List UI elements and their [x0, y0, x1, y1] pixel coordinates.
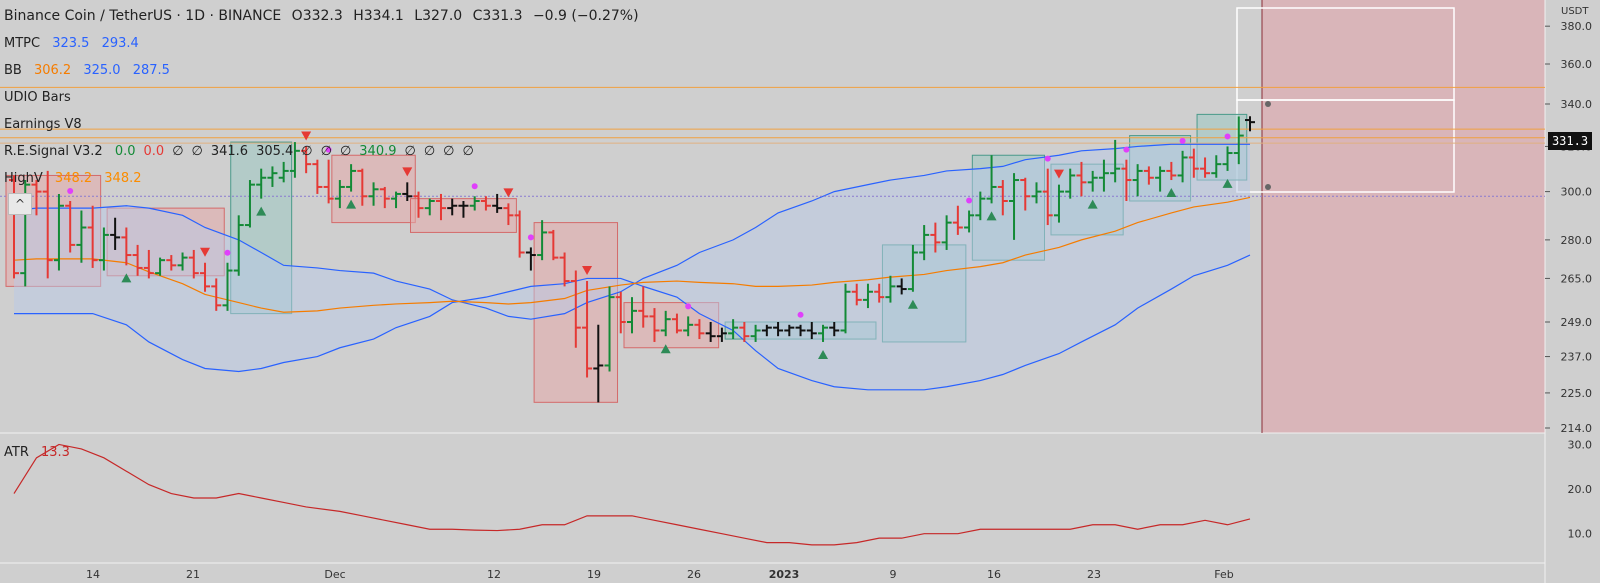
projection-dot	[1265, 101, 1271, 108]
bb-fill	[14, 144, 1250, 390]
bands-layer	[0, 86, 1545, 391]
atr-pane-bg	[0, 433, 1545, 563]
sell-triangle-icon	[402, 167, 413, 177]
buy-triangle-icon	[1166, 188, 1177, 198]
ohlc-bars-layer	[9, 116, 1255, 403]
time-axis[interactable]: 14 21 Dec 12 19 26 2023 9 16 23 Feb	[86, 568, 1234, 581]
atr-layer: 30.0 20.0 10.0	[13, 438, 1593, 546]
sell-triangle-icon	[582, 266, 593, 276]
signal-dot	[1123, 146, 1130, 153]
buy-triangle-icon	[907, 299, 918, 309]
signal-dot	[224, 249, 231, 256]
atr-tick-label: 30.0	[1568, 438, 1593, 451]
atr-line	[13, 443, 1251, 546]
y-tick-label: 360.0	[1561, 58, 1593, 71]
signal-dot	[1224, 133, 1231, 140]
x-tick-label: 2023	[769, 568, 800, 581]
price-axis[interactable]: 380.0 360.0 340.0 320.0 300.0 280.0 265.0 249.0…	[1545, 20, 1592, 435]
x-tick-label: 12	[487, 568, 501, 581]
signal-dot	[685, 303, 692, 310]
y-tick-label: 300.0	[1561, 186, 1593, 199]
x-tick-label: 16	[987, 568, 1001, 581]
buy-triangle-icon	[986, 211, 997, 221]
x-tick-label: 21	[186, 568, 200, 581]
buy-triangle-icon	[121, 273, 132, 283]
y-tick-label: 320.0	[1561, 140, 1593, 153]
signal-dot	[325, 146, 332, 153]
future-zone-red	[1262, 0, 1545, 433]
bb-basis-line	[13, 196, 1251, 313]
y-tick-label: 340.0	[1561, 98, 1593, 111]
buy-triangle-icon	[1222, 178, 1233, 188]
x-tick-label: 9	[890, 568, 897, 581]
y-tick-label: 225.0	[1561, 387, 1593, 400]
buy-triangle-icon	[660, 344, 671, 354]
buy-triangle-icon	[818, 349, 829, 359]
signal-dot	[471, 183, 478, 190]
signal-dot	[1044, 155, 1051, 162]
x-tick-label: 14	[86, 568, 100, 581]
sell-triangle-icon	[301, 131, 312, 141]
y-tick-label: 237.0	[1561, 351, 1593, 364]
sell-triangle-icon	[503, 188, 514, 198]
atr-tick-label: 20.0	[1568, 483, 1593, 496]
bb-upper-line	[13, 143, 1250, 320]
projection-dot	[1265, 183, 1271, 190]
x-tick-label: 19	[587, 568, 601, 581]
buy-triangle-icon	[256, 206, 267, 216]
bb-lower-line	[14, 254, 1251, 391]
x-tick-label: 23	[1087, 568, 1101, 581]
signal-dot	[966, 197, 973, 204]
signal-dot	[797, 311, 804, 318]
y-tick-label: 380.0	[1561, 20, 1593, 33]
signal-dot	[67, 187, 74, 194]
x-tick-label: 26	[687, 568, 701, 581]
sell-triangle-icon	[1053, 169, 1064, 179]
signal-dot	[1179, 137, 1186, 144]
buy-triangle-icon	[346, 199, 357, 209]
signal-marks-layer	[67, 101, 1271, 359]
x-tick-label: Dec	[324, 568, 345, 581]
y-tick-label: 265.0	[1561, 272, 1593, 285]
y-tick-label: 249.0	[1561, 316, 1593, 329]
y-tick-label: 280.0	[1561, 234, 1593, 247]
buy-triangle-icon	[1087, 199, 1098, 209]
sell-triangle-icon	[200, 247, 211, 257]
signal-dot	[527, 234, 534, 241]
x-tick-label: Feb	[1214, 568, 1233, 581]
atr-tick-label: 10.0	[1568, 528, 1593, 541]
y-tick-label: 214.0	[1561, 422, 1593, 435]
